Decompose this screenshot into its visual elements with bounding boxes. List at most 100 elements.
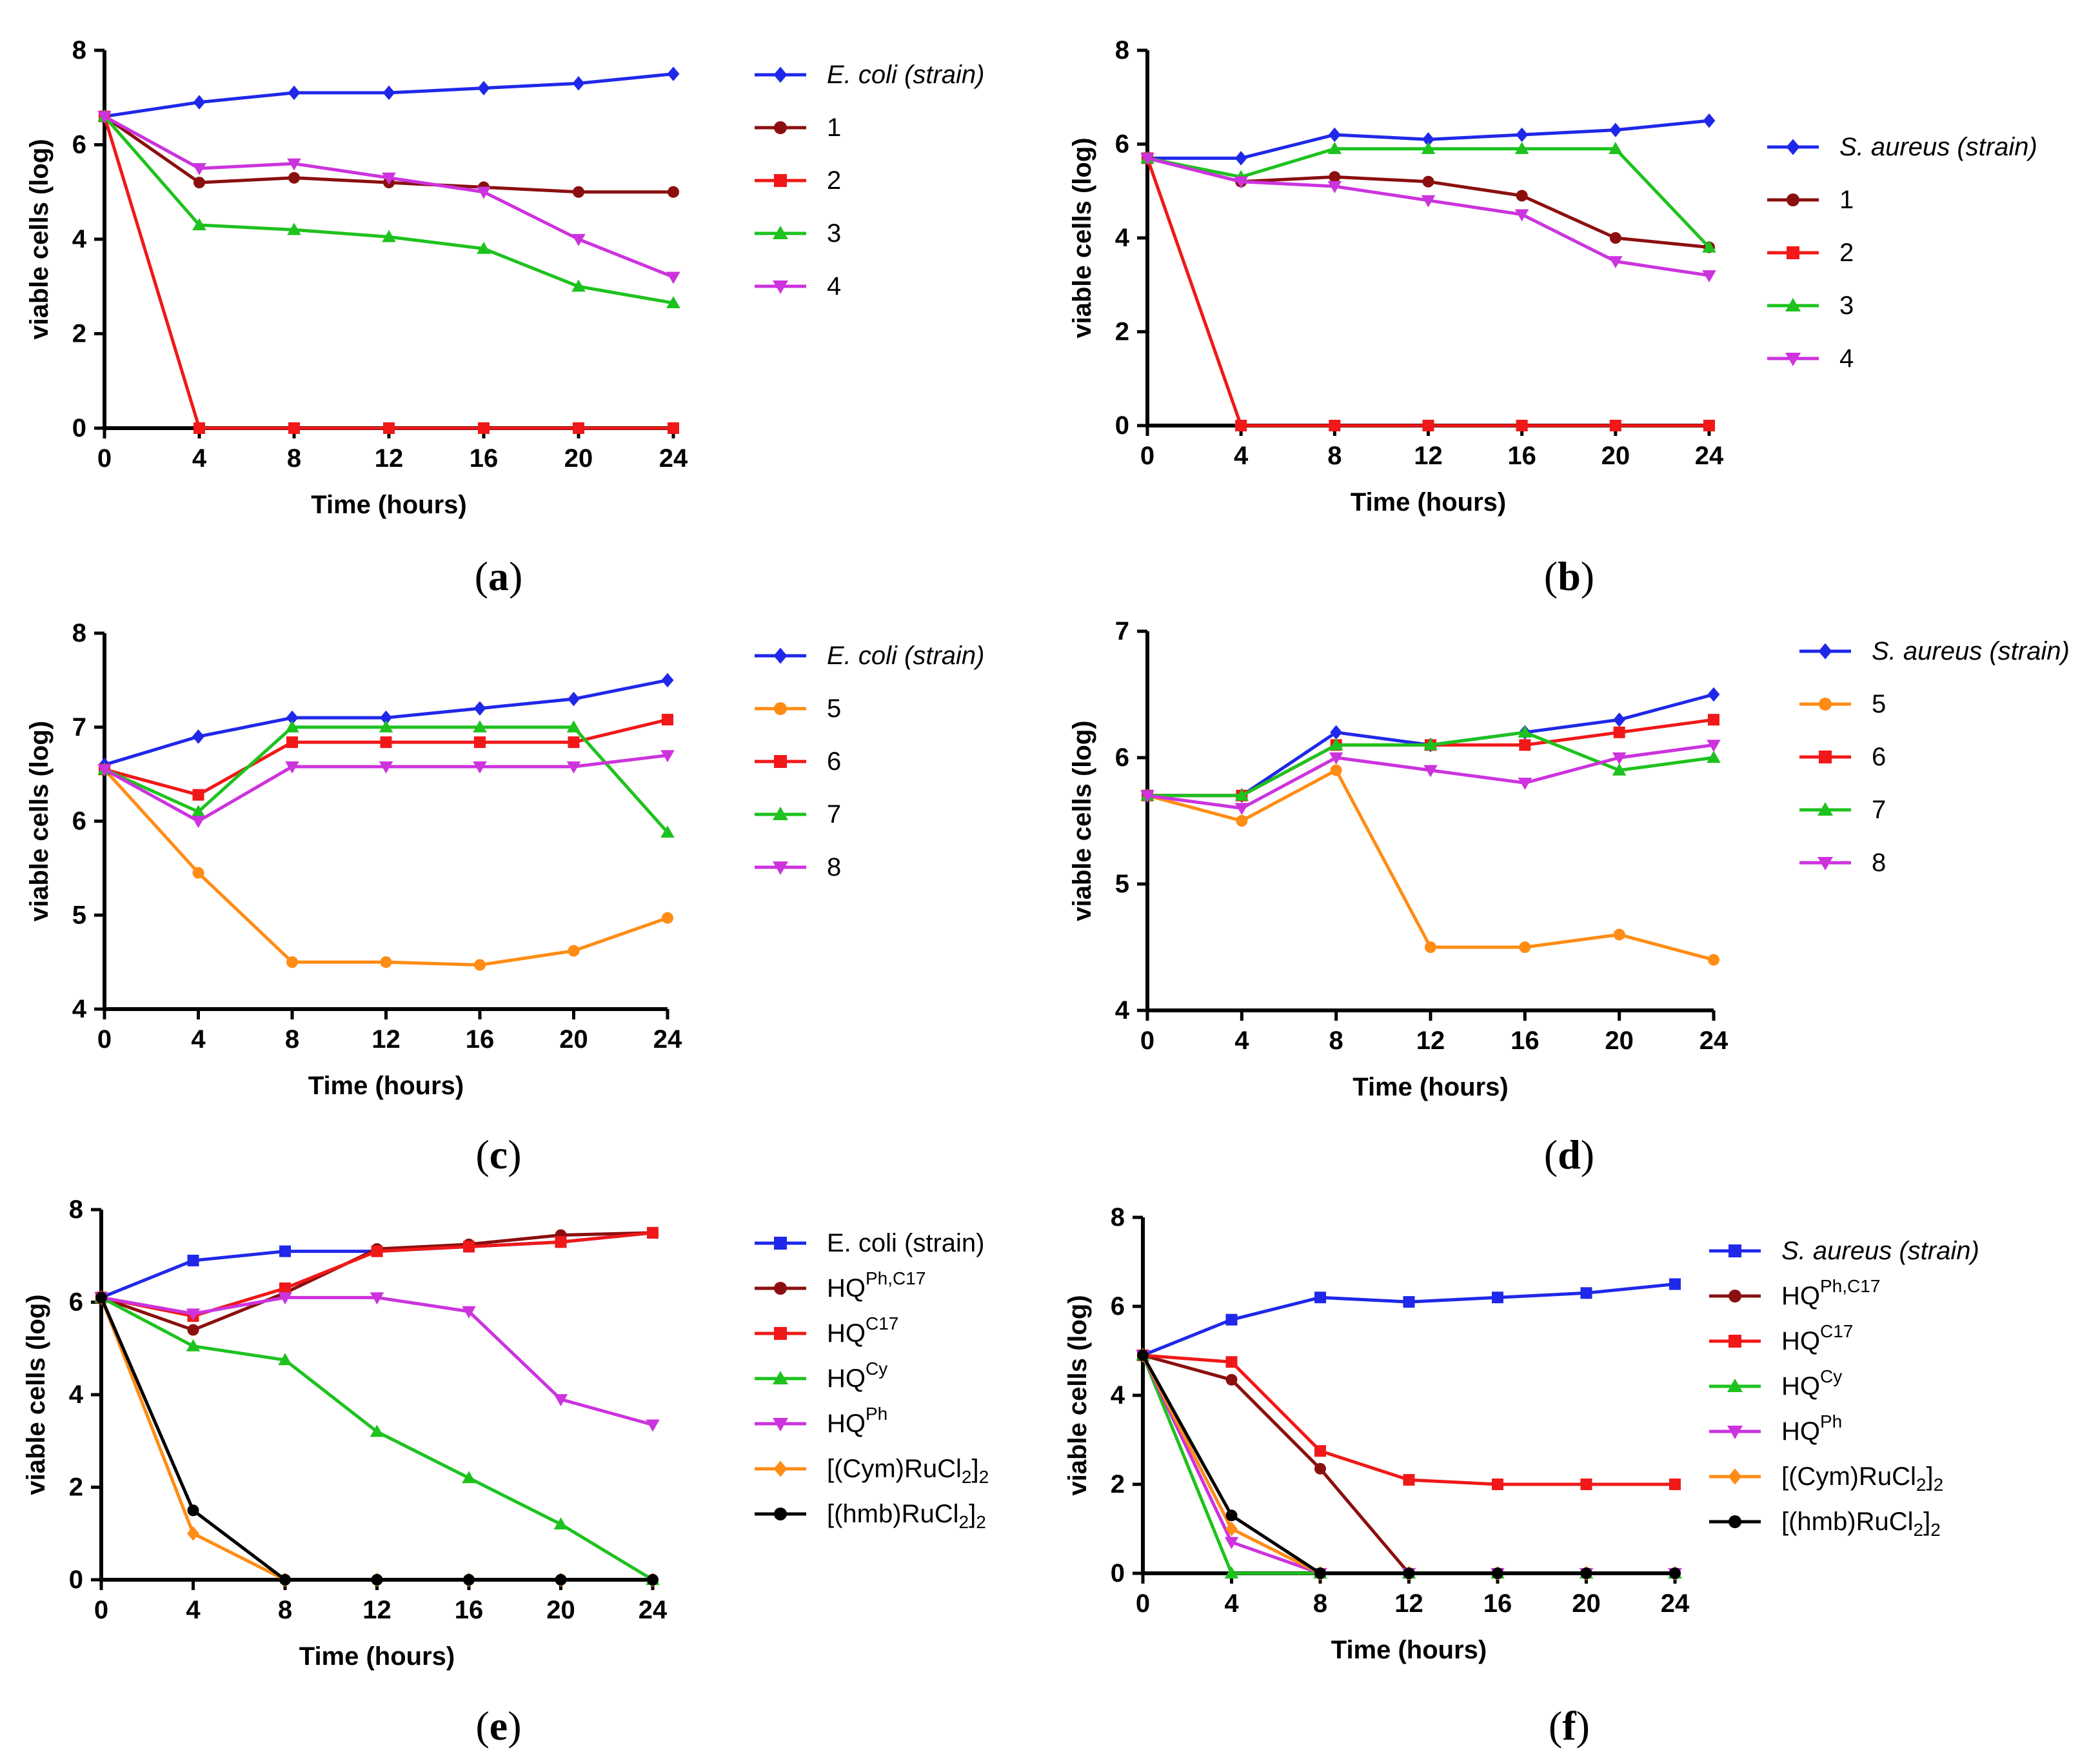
x-axis-title: Time (hours) [308, 1072, 464, 1100]
y-axis-title: viable cells (log) [25, 721, 54, 921]
x-tick-label: 12 [371, 1025, 401, 1054]
panel-caption: (f) [1549, 1703, 1590, 1749]
legend-label: HQPh,C17 [1781, 1276, 1880, 1311]
panel-caption: (d) [1544, 1132, 1594, 1177]
legend-label-base: [(hmb)RuCl [827, 1500, 958, 1528]
x-tick-label: 16 [455, 1596, 484, 1624]
data-point [1516, 190, 1528, 202]
legend-swatch-marker [773, 1418, 788, 1431]
legend-label: 4 [1839, 344, 1854, 373]
data-point [647, 1226, 659, 1239]
legend-swatch-marker [1818, 857, 1833, 870]
legend-label: 2 [1839, 239, 1854, 267]
data-point [279, 1574, 291, 1586]
data-point [1234, 176, 1248, 189]
data-point [1329, 171, 1341, 183]
legend-item: E. coli (strain) [755, 1229, 985, 1257]
data-point [1609, 123, 1622, 137]
caption-open-paren: ( [1544, 1132, 1558, 1177]
legend-label: E. coli (strain) [827, 1229, 985, 1257]
y-tick-label: 8 [69, 1195, 83, 1224]
legend-swatch-marker [1819, 698, 1832, 711]
data-point [1613, 726, 1625, 738]
data-point [1225, 1509, 1238, 1522]
legend-label-sup: Cy [866, 1359, 887, 1379]
x-tick-label: 8 [1313, 1589, 1327, 1618]
x-tick-label: 4 [186, 1596, 201, 1624]
legend-swatch-marker [774, 174, 787, 187]
y-tick-label: 4 [72, 995, 87, 1023]
y-axis-title: viable cells (log) [1068, 137, 1096, 338]
data-point [1669, 1278, 1681, 1290]
data-point [186, 1339, 201, 1351]
data-point [1580, 1479, 1592, 1490]
data-point [573, 186, 584, 198]
data-point [668, 186, 679, 198]
legend-swatch-marker [1787, 246, 1799, 259]
data-point [1609, 232, 1621, 244]
y-tick-label: 4 [1111, 1381, 1125, 1410]
legend-label-base: HQ [1781, 1372, 1820, 1400]
legend-item: 8 [755, 853, 841, 881]
data-point [1702, 240, 1716, 253]
data-point [279, 1245, 291, 1257]
y-tick-label: 2 [69, 1473, 83, 1502]
data-point [1707, 687, 1720, 702]
data-point [1580, 1287, 1592, 1299]
legend-label-base: HQ [827, 1319, 866, 1348]
y-axis-title: viable cells (log) [1068, 720, 1096, 921]
legend-label: HQPh,C17 [827, 1268, 926, 1303]
panel-caption: (c) [475, 1132, 521, 1177]
legend-label: 4 [827, 272, 841, 300]
data-point [661, 673, 674, 688]
data-point [668, 422, 679, 434]
legend-item: HQC17 [755, 1313, 898, 1348]
legend-swatch-marker [773, 226, 788, 239]
legend-item: HQC17 [1709, 1321, 1853, 1355]
legend-label-sup: Ph [1820, 1411, 1842, 1431]
data-point [474, 959, 486, 971]
y-tick-label: 4 [72, 225, 87, 253]
data-point [278, 1353, 292, 1366]
x-tick-label: 20 [1605, 1027, 1634, 1055]
legend-label: [(Cym)RuCl2]2 [1781, 1462, 1943, 1495]
panel-caption: (a) [475, 553, 523, 599]
legend-label: 2 [827, 166, 841, 195]
x-tick-label: 20 [1572, 1589, 1601, 1618]
caption-open-paren: ( [1544, 553, 1558, 599]
legend-item: S. aureus (strain) [1799, 637, 2070, 665]
series-3 [1140, 725, 1721, 801]
data-point [463, 1241, 475, 1253]
data-point [278, 1292, 292, 1305]
data-point [1328, 127, 1341, 142]
y-tick-label: 8 [72, 36, 86, 64]
y-tick-label: 5 [1115, 870, 1129, 898]
data-point [1492, 1567, 1503, 1579]
y-tick-label: 8 [1115, 36, 1129, 64]
legend-item: HQCy [1709, 1366, 1842, 1400]
y-tick-label: 6 [72, 131, 86, 159]
legend-item: [(hmb)RuCl2]2 [1709, 1508, 1941, 1540]
data-point [568, 691, 580, 707]
legend-label-tail: ] [971, 1455, 978, 1483]
legend-label: HQPh [827, 1404, 887, 1439]
legend-label-sub: 2 [1913, 1520, 1923, 1540]
data-point [287, 158, 301, 171]
legend-label: 8 [827, 853, 841, 881]
data-point [380, 736, 392, 749]
legend-swatch-marker [1729, 1290, 1741, 1302]
x-tick-label: 0 [97, 444, 112, 473]
series-6 [95, 1292, 659, 1586]
legend-item: 1 [755, 113, 841, 142]
legend-swatch-marker [1785, 298, 1801, 311]
y-tick-label: 4 [1115, 996, 1130, 1025]
data-point [1225, 1373, 1238, 1386]
legend-label: 7 [1872, 796, 1886, 824]
legend-label-sup: C17 [866, 1313, 898, 1333]
data-point [1330, 725, 1343, 740]
x-tick-label: 8 [278, 1596, 292, 1624]
y-tick-label: 7 [72, 713, 86, 742]
data-point [186, 1308, 201, 1321]
